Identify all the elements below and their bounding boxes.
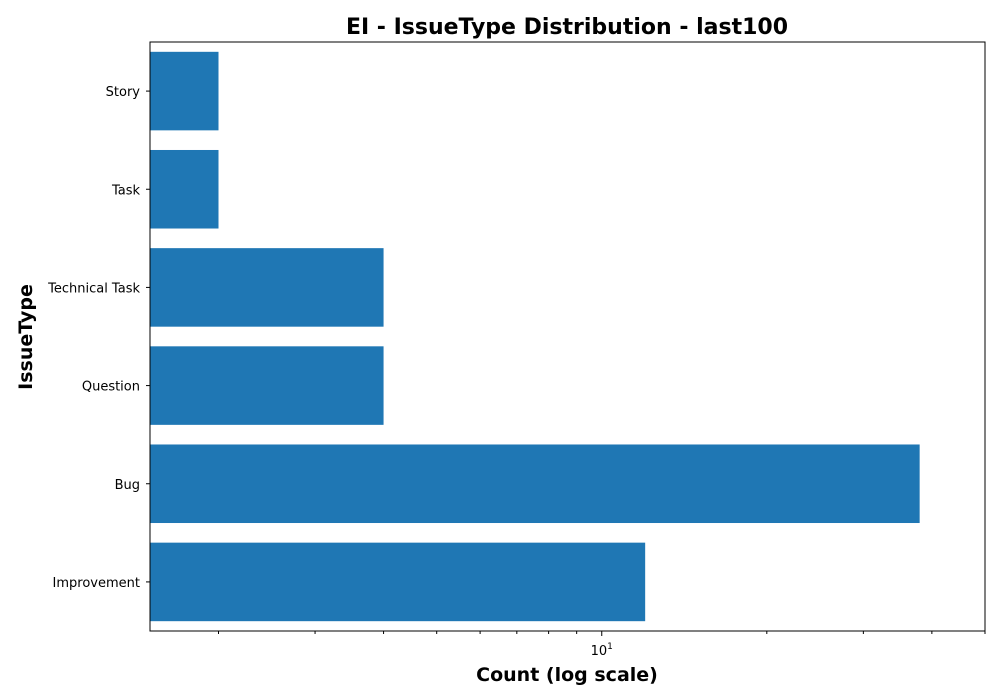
- bar-bug: [150, 444, 920, 524]
- bars-group: [150, 51, 920, 622]
- bar-task: [150, 149, 219, 229]
- y-tick-label: Question: [82, 380, 140, 395]
- y-tick-label: Improvement: [53, 576, 140, 591]
- y-ticks-group: Story Task Technical Task Question Bug Improv…: [47, 85, 150, 591]
- y-tick-label: Task: [111, 183, 141, 198]
- x-tick-label: 101: [591, 642, 613, 659]
- bar-improvement: [150, 542, 646, 622]
- y-tick-label: Bug: [115, 478, 140, 493]
- y-axis-label: IssueType: [15, 284, 37, 390]
- y-tick-label: Story: [106, 85, 141, 100]
- bar-question: [150, 346, 384, 425]
- plot-frame: [149, 41, 986, 632]
- x-axis-label: Count (log scale): [476, 664, 658, 686]
- bar-story: [150, 51, 219, 131]
- x-ticks-group: 101: [218, 631, 986, 659]
- y-tick-label: Technical Task: [47, 281, 140, 296]
- chart-title: EI - IssueType Distribution - last100: [346, 15, 788, 40]
- bar-technical-task: [150, 248, 384, 327]
